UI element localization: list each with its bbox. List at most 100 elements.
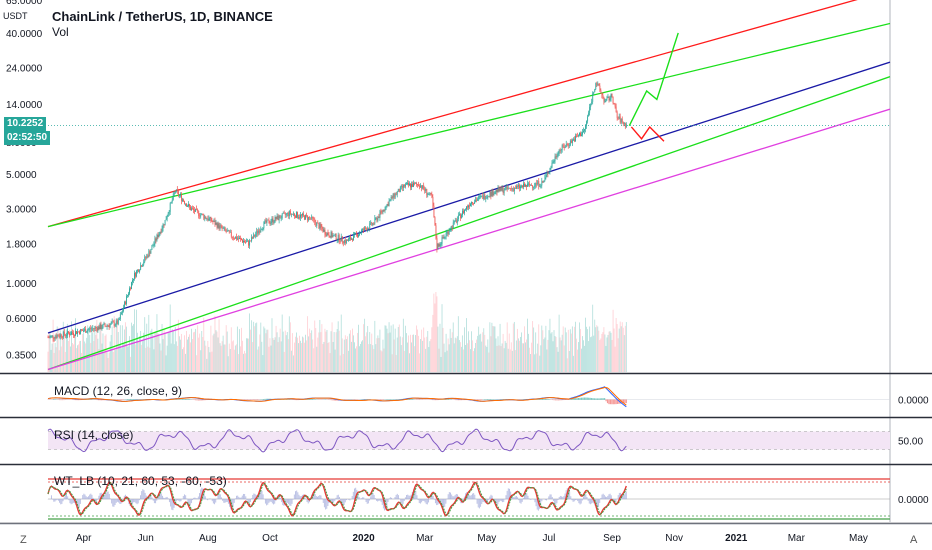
candle-body: [338, 235, 340, 242]
volume-bar: [588, 341, 590, 372]
zoom-button[interactable]: Z: [20, 534, 27, 546]
wt-hist-bar: [304, 495, 306, 500]
volume-bar: [177, 319, 179, 372]
candle-body: [249, 240, 251, 246]
volume-bar: [128, 346, 129, 372]
candle-body: [245, 242, 246, 243]
wt-hist-bar: [586, 497, 588, 500]
wt-hist-bar: [391, 497, 393, 500]
candle-body: [532, 185, 534, 188]
candle-body: [177, 191, 179, 196]
wt-hist-bar: [408, 495, 410, 500]
candle-body: [92, 328, 94, 330]
candle-body: [606, 97, 608, 100]
wt-hist-bar: [199, 493, 201, 500]
candle-body: [535, 183, 537, 186]
wt-hist-bar: [261, 490, 263, 500]
candle-body: [463, 210, 464, 214]
volume-bar: [273, 339, 275, 372]
volume-bar: [564, 327, 566, 372]
candle-body: [268, 220, 270, 224]
volume-bar: [176, 345, 178, 372]
wt-hist-bar: [187, 499, 189, 503]
candle-body: [254, 234, 256, 237]
wt-hist-bar: [341, 499, 343, 505]
volume-bar: [254, 326, 256, 372]
candle-body: [119, 314, 121, 320]
wt-hist-bar: [418, 499, 420, 504]
wt-hist-bar: [518, 499, 520, 501]
candle-body: [212, 221, 214, 223]
wt-hist-bar: [142, 489, 144, 500]
macd-hist-bar: [411, 399, 413, 400]
wt-hist-bar: [54, 499, 56, 502]
wt-hist-bar: [163, 497, 165, 500]
candle-body: [385, 205, 387, 210]
volume-bar: [495, 338, 497, 372]
candle-body: [552, 162, 554, 164]
wt-hist-bar: [443, 499, 445, 508]
volume-bar: [404, 325, 406, 372]
candle-body: [491, 189, 493, 196]
volume-bar: [572, 355, 574, 372]
candle-body: [543, 180, 545, 183]
volume-bar: [386, 328, 388, 372]
candle-body: [134, 273, 135, 279]
candle-body: [204, 216, 206, 219]
macd-hist-bar: [585, 397, 587, 400]
volume-bar: [597, 326, 599, 372]
volume-bar: [65, 329, 67, 372]
volume-bar: [585, 317, 586, 372]
volume-bar: [200, 350, 202, 372]
volume-bar: [378, 338, 380, 372]
wt-hist-bar: [512, 497, 514, 500]
candle-body: [333, 234, 335, 236]
wt-hist-bar: [504, 499, 506, 500]
candle-body: [281, 213, 283, 219]
candle-body: [428, 194, 430, 196]
volume-bar: [509, 349, 511, 372]
macd-hist-bar: [332, 399, 334, 401]
volume-bar: [612, 309, 614, 372]
volume-bar: [214, 315, 216, 372]
volume-bar: [181, 349, 183, 372]
candle-body: [184, 201, 185, 204]
wt-hist-bar: [274, 499, 276, 504]
candle-body: [617, 117, 619, 119]
volume-bar: [550, 333, 552, 372]
volume-bar: [403, 350, 405, 372]
candle-body: [589, 107, 591, 113]
volume-bar: [344, 335, 346, 372]
wt-hist-bar: [90, 493, 92, 500]
volume-bar: [555, 336, 557, 372]
candle-body: [433, 205, 435, 218]
volume-bar: [52, 319, 54, 372]
candle-body: [121, 311, 123, 313]
macd-hist-bar: [492, 399, 494, 400]
candle-body: [503, 190, 505, 193]
candle-body: [408, 183, 409, 186]
volume-bar: [546, 349, 548, 372]
volume-bar: [54, 342, 56, 372]
wt-hist-bar: [245, 496, 247, 500]
wt-hist-bar: [534, 499, 536, 503]
auto-scale-button[interactable]: A: [910, 534, 918, 546]
volume-bar: [317, 337, 319, 372]
macd-hist-bar: [397, 399, 399, 400]
volume-bar: [368, 344, 370, 372]
macd-hist-bar: [296, 399, 298, 401]
candle-body: [122, 307, 124, 312]
volume-bar: [479, 334, 481, 372]
wt-hist-bar: [131, 499, 133, 504]
candle-body: [413, 182, 414, 187]
wt-hist-bar: [94, 499, 96, 504]
candle-body: [437, 244, 439, 250]
volume-bar: [127, 346, 128, 372]
wt-hist-bar: [167, 498, 169, 500]
candle-body: [53, 338, 55, 340]
candle-body: [126, 296, 127, 304]
wt-hist-bar: [337, 494, 339, 500]
wt-hist-bar: [164, 498, 166, 500]
macd-hist-bar: [252, 399, 254, 401]
